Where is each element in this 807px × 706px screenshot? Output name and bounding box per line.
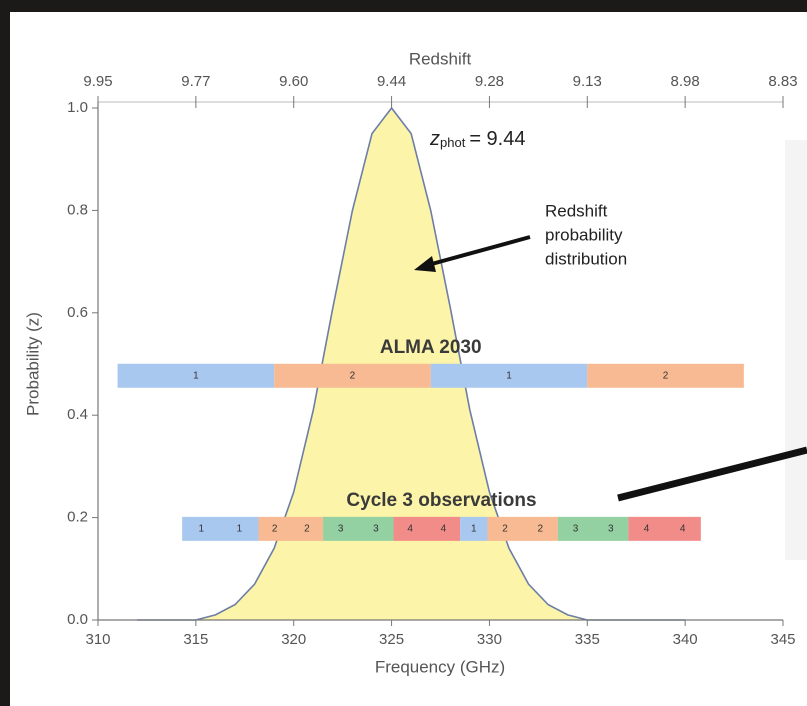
band-segment bbox=[182, 516, 259, 541]
band-segment bbox=[274, 363, 431, 388]
y-tick-label: 1.0 bbox=[67, 99, 88, 116]
segment-label: 1 bbox=[471, 524, 477, 535]
band-segment bbox=[557, 516, 629, 541]
x2-tick-label: 9.77 bbox=[181, 73, 210, 90]
x2-tick-label: 9.44 bbox=[377, 73, 406, 90]
x2-tick-label: 8.98 bbox=[671, 73, 700, 90]
band-segment bbox=[117, 363, 275, 388]
x2-tick-label: 9.28 bbox=[475, 73, 504, 90]
segment-label: 2 bbox=[502, 524, 508, 535]
segment-label: 4 bbox=[407, 524, 413, 535]
y-tick-label: 0.0 bbox=[67, 611, 88, 628]
segment-label: 3 bbox=[608, 524, 614, 535]
segment-label: 2 bbox=[538, 524, 544, 535]
peak-label: zphot = 9.44 bbox=[429, 128, 525, 150]
x2-axis-label: Redshift bbox=[409, 49, 472, 68]
band-segment bbox=[628, 516, 701, 541]
band-segment bbox=[430, 363, 588, 388]
x-tick-label: 340 bbox=[673, 631, 698, 648]
band-segment bbox=[487, 516, 558, 541]
segment-label: 3 bbox=[373, 524, 379, 535]
x-tick-label: 345 bbox=[770, 631, 795, 648]
segment-label: 3 bbox=[573, 524, 579, 535]
segment-label: 4 bbox=[680, 524, 686, 535]
segment-label: 2 bbox=[663, 370, 669, 381]
band-segment bbox=[258, 516, 324, 541]
x-tick-label: 335 bbox=[575, 631, 600, 648]
plot: 1 2 1 2 ALMA 2030 1 1 2 2 3 3 4 4 1 2 2 3 3 4 4 Cycle 3 obse… bbox=[67, 73, 797, 648]
x2-tick-label: 9.60 bbox=[279, 73, 308, 90]
y-tick-label: 0.4 bbox=[67, 406, 88, 423]
arrow-head bbox=[414, 256, 436, 272]
segment-label: 1 bbox=[198, 524, 204, 535]
segment-label: 4 bbox=[441, 524, 447, 535]
x-tick-label: 330 bbox=[477, 631, 502, 648]
x-tick-label: 325 bbox=[379, 631, 404, 648]
segment-label: 2 bbox=[350, 370, 356, 381]
x-axis-label: Frequency (GHz) bbox=[375, 657, 505, 676]
annotation-arrow bbox=[427, 235, 531, 267]
pointer-arrow bbox=[617, 446, 807, 502]
segment-label: 3 bbox=[338, 524, 344, 535]
segment-label: 1 bbox=[193, 370, 199, 381]
peak-subscript: phot bbox=[440, 135, 466, 150]
band-segment bbox=[587, 363, 744, 388]
x2-tick-label: 9.13 bbox=[573, 73, 602, 90]
y-axis-label: Probability (z) bbox=[23, 312, 42, 416]
segment-label: 1 bbox=[237, 524, 243, 535]
peak-symbol: z bbox=[429, 128, 440, 150]
segment-label: 2 bbox=[304, 524, 310, 535]
y-tick-label: 0.2 bbox=[67, 509, 88, 526]
annotation: Redshift probability distribution bbox=[545, 201, 627, 268]
annotation-line: probability bbox=[545, 225, 623, 244]
band-label: ALMA 2030 bbox=[380, 337, 482, 358]
band-segment bbox=[323, 516, 394, 541]
band-label: Cycle 3 observations bbox=[346, 490, 536, 511]
segment-label: 4 bbox=[644, 524, 650, 535]
x2-tick-label: 8.83 bbox=[768, 73, 797, 90]
annotation-line: Redshift bbox=[545, 201, 608, 220]
y-tick-label: 0.6 bbox=[67, 304, 88, 321]
band-segment bbox=[393, 516, 461, 541]
x2-tick-label: 9.95 bbox=[83, 73, 112, 90]
x-tick-label: 310 bbox=[85, 631, 110, 648]
x-tick-label: 315 bbox=[183, 631, 208, 648]
segment-label: 1 bbox=[506, 370, 512, 381]
y-tick-label: 0.8 bbox=[67, 201, 88, 218]
side-panel bbox=[785, 140, 807, 560]
peak-value: = 9.44 bbox=[469, 128, 525, 150]
segment-label: 2 bbox=[272, 524, 278, 535]
annotation-line: distribution bbox=[545, 249, 627, 268]
x-tick-label: 320 bbox=[281, 631, 306, 648]
band-segment bbox=[460, 516, 488, 541]
